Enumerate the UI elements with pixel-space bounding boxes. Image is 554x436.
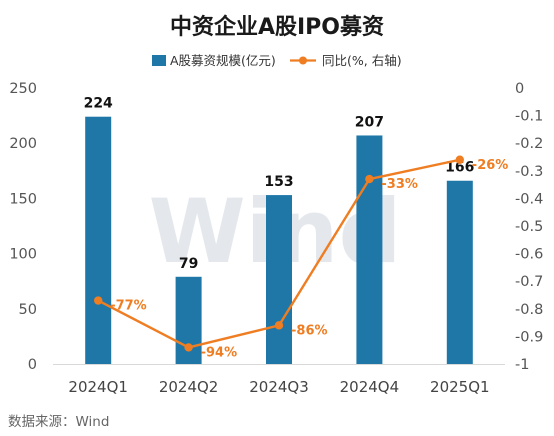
y-right-tick-label: -0.7 bbox=[515, 274, 543, 290]
yoy-point bbox=[365, 174, 374, 184]
bar bbox=[85, 116, 112, 364]
y-left-tick-label: 0 bbox=[28, 357, 37, 373]
yoy-point bbox=[94, 296, 103, 305]
x-tick-label: 2024Q3 bbox=[249, 378, 309, 396]
legend-label-bar: A股募资规模(亿元) bbox=[170, 53, 276, 68]
y-right-tick-label: -0.9 bbox=[515, 329, 543, 345]
bar bbox=[266, 195, 292, 364]
legend-label-line: 同比(%, 右轴) bbox=[322, 53, 402, 68]
yoy-value-label: -77% bbox=[110, 299, 147, 314]
legend: A股募资规模(亿元) 同比(%, 右轴) bbox=[152, 53, 402, 68]
yoy-point bbox=[184, 343, 193, 352]
bar bbox=[356, 135, 383, 364]
y-right-tick-label: -0.5 bbox=[515, 219, 543, 235]
y-right-tick-label: -0.2 bbox=[515, 136, 543, 152]
yoy-value-label: -94% bbox=[201, 345, 238, 360]
source-note: 数据来源：Wind bbox=[8, 414, 109, 430]
yoy-value-label: -33% bbox=[381, 177, 418, 192]
yoy-value-label: -26% bbox=[472, 158, 509, 173]
y-left-tick-label: 50 bbox=[19, 302, 37, 318]
y-right-tick-label: -0.3 bbox=[515, 164, 543, 180]
bar-value-label: 224 bbox=[84, 96, 113, 112]
x-tick-label: 2024Q2 bbox=[159, 378, 219, 396]
chart-title: 中资企业A股IPO募资 bbox=[170, 14, 384, 40]
x-tick-label: 2024Q4 bbox=[340, 378, 400, 396]
bar-value-label: 79 bbox=[179, 256, 198, 272]
yoy-point bbox=[274, 321, 284, 330]
legend-swatch-marker bbox=[299, 56, 307, 65]
x-tick-label: 2024Q1 bbox=[68, 378, 128, 396]
x-tick-label: 2025Q1 bbox=[430, 378, 490, 396]
y-right-tick-label: -0.6 bbox=[515, 247, 543, 263]
y-right-tick-label: -0.4 bbox=[515, 191, 543, 207]
y-right-tick-label: -0.8 bbox=[515, 302, 543, 318]
legend-swatch-bar bbox=[152, 55, 166, 66]
y-right-tick-label: -1 bbox=[515, 357, 529, 373]
yoy-point bbox=[455, 155, 464, 164]
y-right-tick-label: 0 bbox=[515, 81, 524, 97]
y-left-tick-label: 100 bbox=[9, 247, 37, 263]
bar bbox=[446, 180, 473, 364]
y-left-tick-label: 150 bbox=[9, 191, 37, 207]
y-left-tick-label: 250 bbox=[9, 81, 37, 97]
bar-value-label: 207 bbox=[355, 114, 384, 130]
bar-value-label: 166 bbox=[445, 160, 474, 176]
y-left-tick-label: 200 bbox=[9, 136, 37, 152]
y-right-tick-label: -0.1 bbox=[515, 109, 543, 125]
plot-area: 0 50 100 150 200 250 0 -0.1 -0.2 -0.3 -0.4 -0.5 -0.6… bbox=[9, 81, 543, 396]
bar-value-label: 153 bbox=[264, 174, 293, 190]
yoy-value-label: -86% bbox=[291, 323, 328, 338]
